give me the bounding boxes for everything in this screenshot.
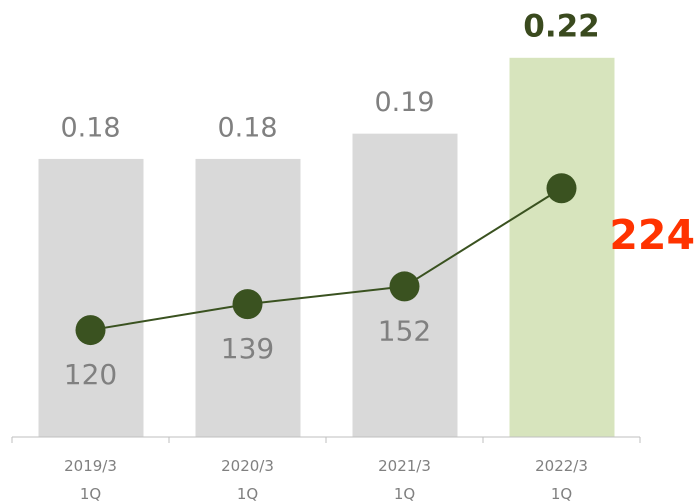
marker: [389, 271, 420, 302]
bar-value-label: 0.18: [217, 112, 277, 143]
line-value-label: 152: [378, 314, 431, 347]
marker: [75, 315, 106, 346]
line: [90, 187, 563, 332]
x-tick-label-line: 1Q: [237, 485, 258, 503]
bar: [38, 158, 144, 437]
bar-value-label: 0.22: [523, 8, 600, 44]
marker: [232, 289, 263, 320]
line-value-label: 139: [221, 332, 274, 365]
x-tick-label-line: 2020/3: [221, 457, 274, 475]
x-tick-label-line: 2022/3: [535, 457, 588, 475]
bar-value-label: 0.19: [374, 87, 434, 118]
x-tick-label: 2022/3 1Q: [535, 457, 588, 503]
x-tick-label: 2020/3 1Q: [221, 457, 274, 503]
x-tick-label-line: 2021/3: [378, 457, 431, 475]
line-value-label: 224: [609, 211, 695, 259]
bar-value-label: 0.18: [60, 112, 120, 143]
line-value-label: 120: [64, 358, 117, 391]
x-tick-label-line: 2019/3: [64, 457, 117, 475]
x-tick-label: 2021/3 1Q: [378, 457, 431, 503]
x-tick-label-line: 1Q: [394, 485, 415, 503]
bar: [509, 57, 615, 437]
marker: [546, 173, 577, 204]
x-tick-label-line: 1Q: [80, 485, 101, 503]
x-tick-label-line: 1Q: [551, 485, 572, 503]
x-tick-label: 2019/3 1Q: [64, 457, 117, 503]
